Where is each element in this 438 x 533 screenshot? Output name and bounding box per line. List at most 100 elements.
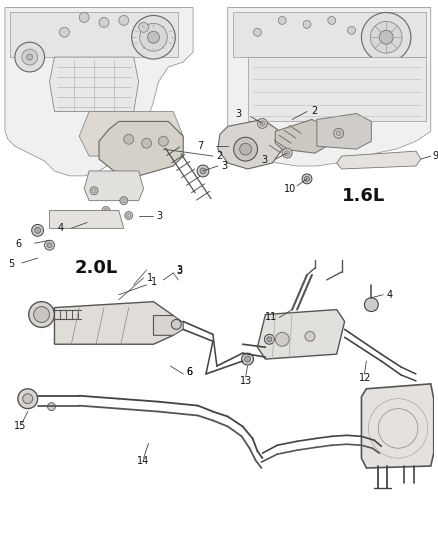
Polygon shape: [10, 12, 178, 57]
Polygon shape: [54, 302, 173, 344]
Circle shape: [60, 27, 69, 37]
Circle shape: [348, 26, 356, 34]
Text: 1: 1: [151, 277, 157, 287]
Text: 3: 3: [261, 155, 268, 165]
Circle shape: [254, 28, 261, 36]
Circle shape: [125, 212, 133, 220]
Text: 3: 3: [221, 161, 227, 171]
Polygon shape: [49, 211, 124, 228]
Circle shape: [361, 12, 411, 62]
Circle shape: [371, 21, 402, 53]
Circle shape: [260, 121, 265, 126]
Circle shape: [148, 31, 159, 43]
Text: 3: 3: [236, 109, 242, 119]
Text: 11: 11: [265, 312, 278, 322]
Circle shape: [47, 243, 52, 248]
Circle shape: [140, 23, 167, 51]
Circle shape: [276, 333, 289, 346]
Circle shape: [79, 12, 89, 22]
Circle shape: [303, 20, 311, 28]
Circle shape: [234, 138, 258, 161]
Text: 4: 4: [386, 290, 392, 300]
Text: 1.6L: 1.6L: [342, 187, 385, 205]
Circle shape: [23, 394, 33, 403]
Circle shape: [48, 402, 56, 410]
Polygon shape: [317, 114, 371, 149]
Circle shape: [328, 17, 336, 25]
Circle shape: [27, 54, 33, 60]
Text: 13: 13: [240, 376, 252, 386]
Circle shape: [34, 306, 49, 322]
Circle shape: [102, 207, 110, 214]
Circle shape: [122, 199, 126, 203]
Text: 2: 2: [311, 106, 317, 116]
Circle shape: [18, 389, 38, 409]
Circle shape: [305, 332, 315, 341]
Polygon shape: [361, 384, 434, 468]
Circle shape: [132, 15, 175, 59]
Polygon shape: [276, 119, 327, 153]
Circle shape: [364, 298, 378, 312]
Circle shape: [282, 148, 292, 158]
Circle shape: [159, 136, 168, 146]
Text: 12: 12: [358, 373, 371, 383]
Circle shape: [334, 128, 344, 138]
Circle shape: [29, 302, 54, 327]
Polygon shape: [5, 7, 193, 176]
Text: 7: 7: [197, 141, 203, 151]
Circle shape: [267, 337, 272, 342]
Polygon shape: [247, 57, 426, 122]
Circle shape: [244, 356, 251, 362]
Text: 1: 1: [147, 273, 153, 283]
Circle shape: [304, 176, 310, 181]
Circle shape: [285, 151, 290, 156]
Circle shape: [22, 49, 38, 65]
Circle shape: [124, 134, 134, 144]
Circle shape: [15, 42, 45, 72]
Polygon shape: [99, 122, 183, 176]
Circle shape: [265, 334, 274, 344]
Text: 3: 3: [176, 265, 182, 275]
Text: 3: 3: [156, 211, 162, 221]
Text: 6: 6: [186, 367, 192, 377]
Text: 14: 14: [137, 456, 149, 466]
Polygon shape: [258, 310, 345, 359]
Polygon shape: [218, 119, 282, 169]
Text: 2.0L: 2.0L: [74, 259, 117, 277]
Text: 5: 5: [8, 259, 14, 269]
Polygon shape: [84, 171, 144, 200]
Text: 9: 9: [433, 151, 438, 161]
Circle shape: [278, 17, 286, 25]
Circle shape: [104, 208, 108, 213]
Polygon shape: [79, 111, 183, 156]
Circle shape: [258, 118, 267, 128]
Circle shape: [302, 174, 312, 184]
Circle shape: [99, 18, 109, 27]
Text: 4: 4: [57, 223, 64, 233]
Circle shape: [336, 131, 341, 136]
Circle shape: [90, 187, 98, 195]
Text: 10: 10: [284, 184, 297, 194]
Circle shape: [379, 30, 393, 44]
Circle shape: [35, 228, 41, 233]
Text: 3: 3: [176, 266, 182, 276]
Circle shape: [242, 353, 254, 365]
Polygon shape: [228, 7, 431, 166]
Circle shape: [171, 319, 181, 329]
Circle shape: [127, 214, 131, 217]
Polygon shape: [49, 57, 139, 111]
Text: 6: 6: [186, 367, 192, 377]
Circle shape: [139, 22, 148, 33]
Circle shape: [120, 197, 128, 205]
Text: 2: 2: [216, 151, 222, 161]
Circle shape: [92, 189, 96, 193]
Circle shape: [141, 138, 152, 148]
Circle shape: [119, 15, 129, 26]
Circle shape: [45, 240, 54, 250]
Text: 15: 15: [14, 422, 26, 431]
Circle shape: [32, 224, 43, 236]
Circle shape: [197, 165, 209, 177]
Polygon shape: [233, 12, 426, 57]
Text: 6: 6: [16, 239, 22, 249]
Polygon shape: [153, 316, 183, 335]
